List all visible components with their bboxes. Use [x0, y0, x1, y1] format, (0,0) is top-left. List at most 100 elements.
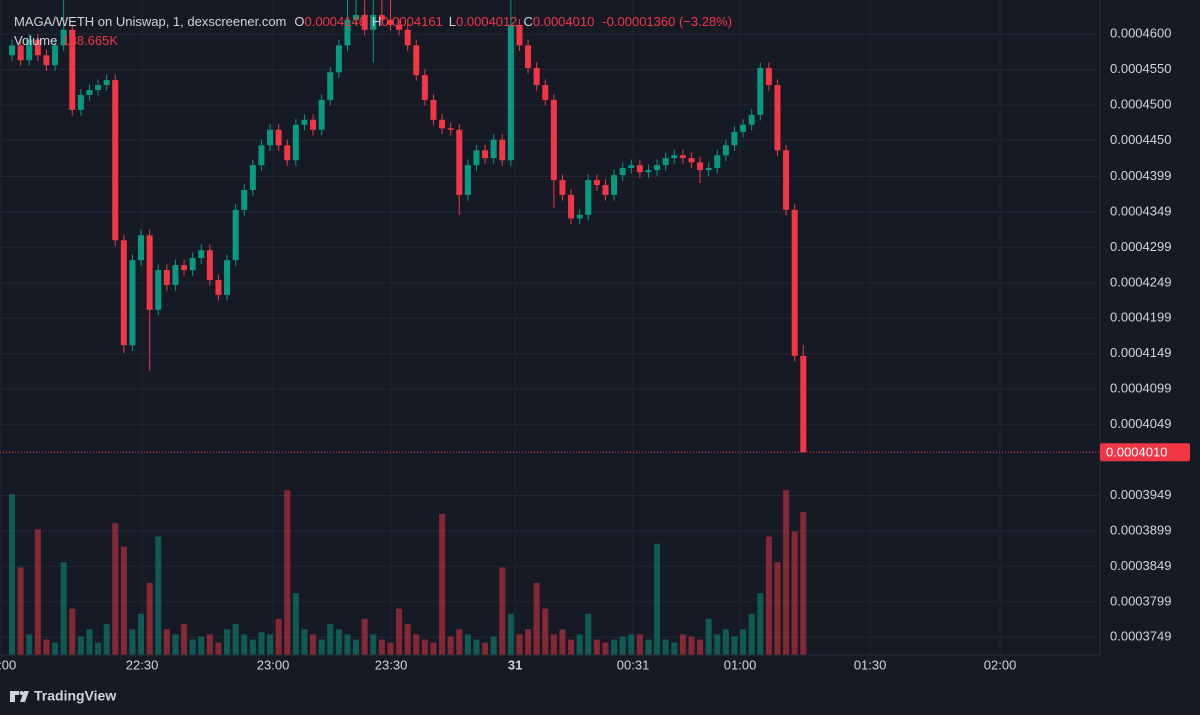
candle-body — [34, 39, 41, 56]
volume-bar — [241, 634, 248, 655]
volume-bar — [731, 636, 738, 655]
candle-body — [662, 158, 669, 166]
volume-bar — [585, 613, 592, 655]
candle-body — [559, 180, 566, 195]
volume-bar — [146, 582, 153, 655]
candle-body — [731, 131, 738, 146]
y-tick-label: 0.0004399 — [1110, 168, 1171, 183]
y-tick-label: 0.0004199 — [1110, 310, 1171, 325]
y-tick-label: 0.0003949 — [1110, 487, 1171, 502]
candle-body — [327, 72, 334, 100]
last-price: 0.0004010 — [0, 443, 1190, 462]
legend-value: 0.0004161 — [381, 14, 442, 29]
last-price-box — [1100, 443, 1190, 462]
candle-body — [404, 29, 411, 46]
candle-body — [679, 155, 686, 159]
volume-bar — [559, 629, 566, 655]
candle-body — [499, 139, 506, 161]
volume-bar — [26, 634, 33, 655]
candle-body — [456, 129, 463, 195]
candle-body — [482, 150, 489, 159]
volume-name: Volume — [14, 33, 57, 48]
volume-bar — [189, 639, 196, 655]
volume-bar — [163, 629, 170, 655]
volume-bar — [525, 629, 532, 655]
volume-bar — [662, 639, 669, 655]
volume-bar — [439, 513, 446, 655]
candle-body — [473, 150, 480, 166]
volume-bar — [456, 629, 463, 655]
candle-body — [172, 265, 179, 285]
y-tick-label: 0.0004600 — [1110, 25, 1171, 40]
candle-body — [602, 185, 609, 195]
volume-bar — [671, 642, 678, 655]
volume-bar — [103, 624, 110, 655]
volume-value: 138.665K — [62, 33, 118, 48]
candle-body — [17, 45, 24, 61]
candle-body — [215, 280, 222, 295]
volume-bar — [318, 639, 325, 655]
candle-body — [163, 270, 170, 285]
volume-bar — [86, 629, 93, 655]
candle-body — [69, 29, 76, 110]
candle-body — [249, 165, 256, 190]
candle-body — [232, 209, 239, 261]
volume-bar — [361, 618, 368, 655]
volume-bar — [507, 613, 514, 655]
volume-bar — [679, 634, 686, 655]
candle-body — [275, 129, 282, 146]
volume-bar — [482, 642, 489, 655]
candle-body — [525, 45, 532, 69]
legend-key: C — [523, 14, 532, 29]
candle-body — [783, 150, 790, 210]
last-price-label: 0.0004010 — [1106, 445, 1167, 460]
candle-body — [774, 85, 781, 151]
x-tick-label: 01:30 — [854, 657, 887, 672]
candle-body — [9, 45, 16, 56]
volume-bar — [301, 629, 308, 655]
volume-bar — [232, 624, 239, 655]
candle-body — [129, 260, 136, 346]
y-tick-label: 0.0003849 — [1110, 558, 1171, 573]
legend-key: O — [294, 14, 304, 29]
volume-bar — [464, 634, 471, 655]
x-tick-label: 22:00 — [0, 657, 16, 672]
candle-body — [284, 145, 291, 161]
candle-body — [189, 258, 196, 271]
candle-body — [361, 14, 368, 30]
candle-body — [542, 85, 549, 100]
volume-bar — [499, 567, 506, 655]
candle-body — [267, 129, 274, 146]
volume-bar — [533, 582, 540, 655]
candle-body — [550, 99, 557, 181]
volume-bar — [688, 636, 695, 655]
volume-bar — [628, 634, 635, 655]
legend-key: L — [449, 14, 456, 29]
y-tick-label: 0.0004049 — [1110, 416, 1171, 431]
symbol: MAGA/WETH on Uniswap, 1, dexscreener.com — [14, 14, 286, 29]
legend-line: MAGA/WETH on Uniswap, 1, dexscreener.com… — [14, 14, 732, 29]
volume-bar — [129, 629, 136, 655]
volume-bar — [249, 639, 256, 655]
volume-bar — [181, 624, 188, 655]
volume-bar — [52, 642, 59, 655]
volume-bar — [344, 634, 351, 655]
volume-bar — [267, 634, 274, 655]
candle-body — [198, 250, 205, 259]
candle-body — [353, 14, 360, 20]
y-tick-label: 0.0004550 — [1110, 61, 1171, 76]
volume-bar — [697, 639, 704, 655]
volume-bar — [654, 543, 661, 655]
candle-body — [533, 68, 540, 86]
volume-bar — [112, 523, 119, 655]
candle-body — [103, 80, 110, 86]
volume-bar — [774, 562, 781, 655]
y-tick-label: 0.0004450 — [1110, 132, 1171, 147]
volume-bar — [206, 634, 213, 655]
x-tick-label: 31 — [508, 657, 522, 672]
volume-bar — [95, 642, 102, 655]
volume-bar — [378, 639, 385, 655]
candle-body — [791, 209, 798, 356]
candle-body — [146, 235, 153, 310]
